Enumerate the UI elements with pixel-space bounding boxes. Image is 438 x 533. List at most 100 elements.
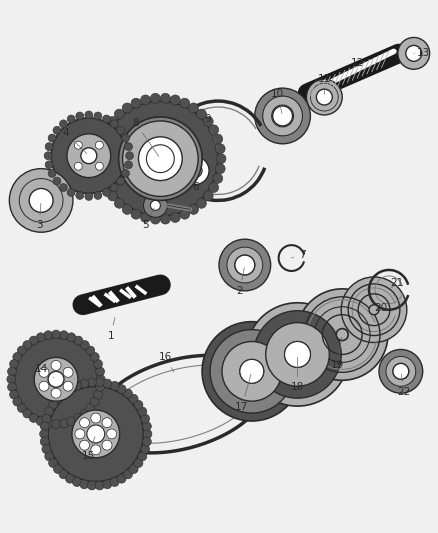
Circle shape xyxy=(108,191,117,201)
Circle shape xyxy=(79,146,99,166)
Circle shape xyxy=(23,409,32,418)
Circle shape xyxy=(52,330,60,339)
Circle shape xyxy=(124,143,133,151)
Circle shape xyxy=(213,173,223,183)
Circle shape xyxy=(122,134,130,142)
Circle shape xyxy=(144,193,167,217)
Circle shape xyxy=(110,183,118,191)
Text: 13: 13 xyxy=(414,49,430,58)
Circle shape xyxy=(53,177,61,185)
Circle shape xyxy=(203,191,213,201)
Circle shape xyxy=(45,143,53,151)
Circle shape xyxy=(59,470,68,479)
Circle shape xyxy=(88,426,104,442)
Circle shape xyxy=(126,152,134,160)
Circle shape xyxy=(95,481,104,490)
Circle shape xyxy=(235,255,255,275)
Circle shape xyxy=(72,381,81,390)
Circle shape xyxy=(255,88,311,144)
Circle shape xyxy=(181,157,209,184)
Circle shape xyxy=(138,452,147,461)
Circle shape xyxy=(114,109,124,119)
Circle shape xyxy=(102,440,112,450)
Circle shape xyxy=(150,214,160,224)
Circle shape xyxy=(95,162,103,170)
Circle shape xyxy=(80,440,89,450)
Circle shape xyxy=(75,429,85,439)
Circle shape xyxy=(393,364,409,379)
Circle shape xyxy=(40,430,49,439)
Circle shape xyxy=(110,478,119,487)
Circle shape xyxy=(124,161,133,169)
Circle shape xyxy=(67,115,75,123)
Circle shape xyxy=(39,367,49,377)
Circle shape xyxy=(297,289,388,380)
Circle shape xyxy=(141,414,150,423)
Circle shape xyxy=(406,45,422,61)
Circle shape xyxy=(13,352,22,361)
Circle shape xyxy=(7,383,17,392)
Circle shape xyxy=(90,397,99,406)
Circle shape xyxy=(386,357,416,386)
Circle shape xyxy=(36,417,45,426)
Circle shape xyxy=(138,137,182,181)
Circle shape xyxy=(51,360,61,370)
Circle shape xyxy=(96,375,105,384)
Text: 10: 10 xyxy=(271,89,284,113)
Circle shape xyxy=(65,474,74,483)
Circle shape xyxy=(160,214,170,224)
Circle shape xyxy=(188,164,202,177)
Circle shape xyxy=(80,418,89,427)
Circle shape xyxy=(117,126,125,134)
Circle shape xyxy=(80,379,89,388)
Circle shape xyxy=(98,173,108,183)
Circle shape xyxy=(87,425,105,443)
Circle shape xyxy=(80,418,112,450)
Circle shape xyxy=(122,169,130,177)
Text: 15: 15 xyxy=(82,437,95,461)
Circle shape xyxy=(29,414,38,423)
Circle shape xyxy=(53,394,62,403)
Circle shape xyxy=(53,465,62,473)
Circle shape xyxy=(45,161,53,169)
Circle shape xyxy=(81,148,97,164)
Circle shape xyxy=(123,121,198,197)
Circle shape xyxy=(131,98,141,108)
Circle shape xyxy=(60,183,67,191)
Circle shape xyxy=(95,144,106,154)
Circle shape xyxy=(95,164,106,174)
Circle shape xyxy=(180,98,190,108)
Circle shape xyxy=(146,145,174,173)
Circle shape xyxy=(170,213,180,222)
Circle shape xyxy=(44,152,52,160)
Circle shape xyxy=(48,386,144,482)
Circle shape xyxy=(40,437,49,446)
Circle shape xyxy=(134,400,143,409)
Circle shape xyxy=(48,169,56,177)
Text: 1: 1 xyxy=(107,317,115,341)
Circle shape xyxy=(52,419,60,429)
Circle shape xyxy=(95,378,104,387)
Circle shape xyxy=(44,419,53,428)
Text: 18: 18 xyxy=(291,357,304,392)
Circle shape xyxy=(272,105,293,127)
Circle shape xyxy=(67,417,76,426)
Circle shape xyxy=(74,414,83,423)
Circle shape xyxy=(10,360,18,368)
Circle shape xyxy=(142,422,152,431)
Circle shape xyxy=(219,239,271,291)
Circle shape xyxy=(209,183,219,192)
Circle shape xyxy=(91,445,101,455)
Circle shape xyxy=(110,381,119,390)
Circle shape xyxy=(215,164,225,174)
Circle shape xyxy=(80,480,89,489)
Circle shape xyxy=(129,394,138,403)
Circle shape xyxy=(14,337,98,421)
Text: 6: 6 xyxy=(192,173,198,191)
Circle shape xyxy=(188,103,198,113)
Circle shape xyxy=(124,389,132,398)
Circle shape xyxy=(94,191,102,199)
Circle shape xyxy=(88,378,96,387)
Circle shape xyxy=(141,95,151,105)
Circle shape xyxy=(95,383,105,392)
